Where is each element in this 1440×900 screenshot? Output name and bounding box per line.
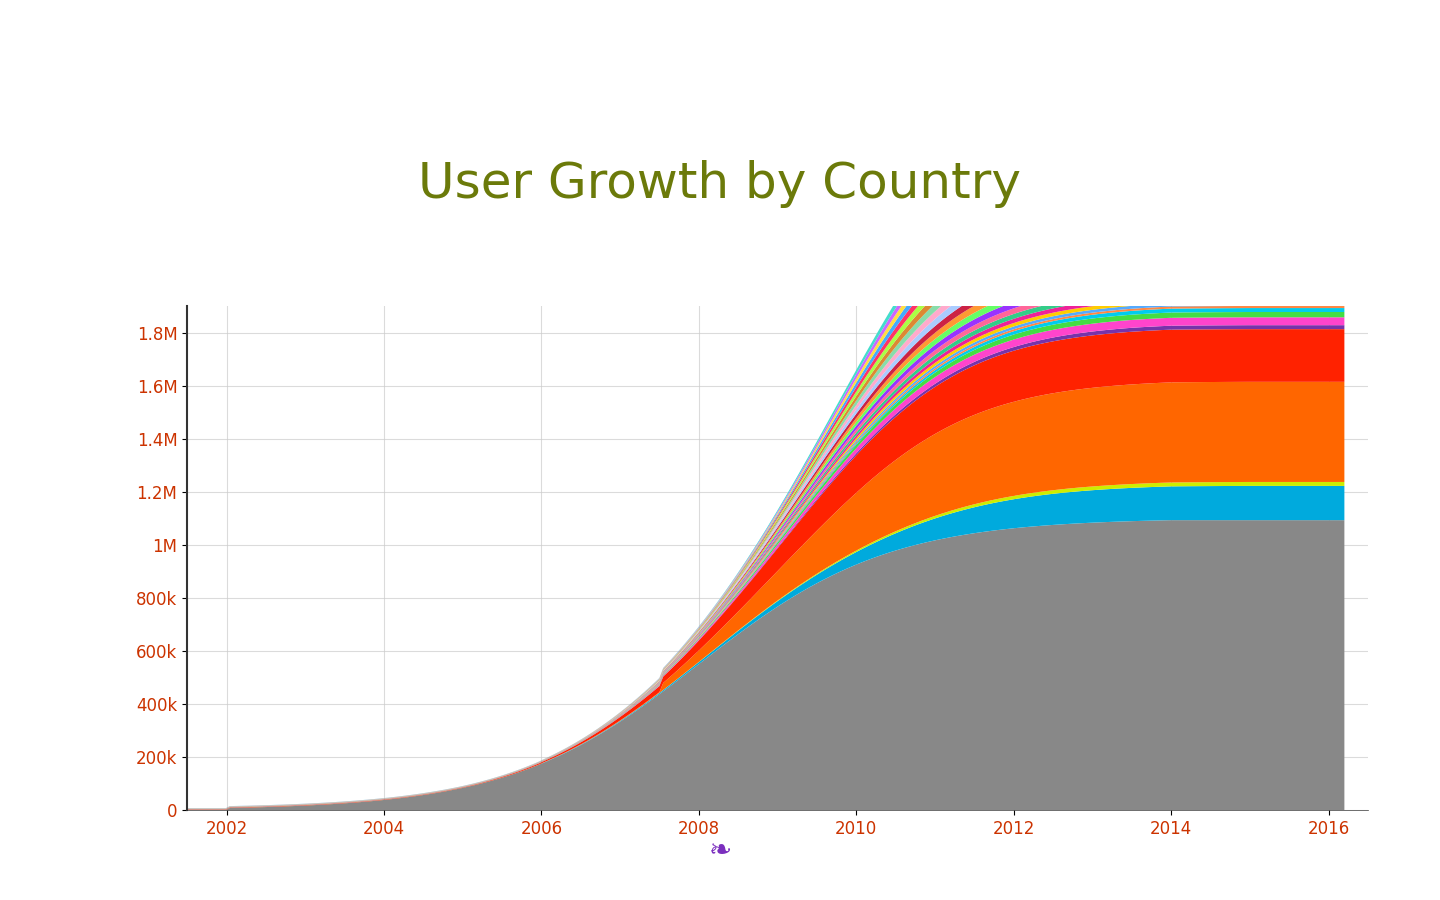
Text: User Growth by Country: User Growth by Country	[419, 160, 1021, 209]
Text: ♛: ♛	[710, 74, 730, 94]
Text: NEW ORLEANS: NEW ORLEANS	[639, 86, 801, 106]
Text: ❧: ❧	[708, 836, 732, 865]
Text: DRUPALCON 2016: DRUPALCON 2016	[664, 105, 776, 116]
